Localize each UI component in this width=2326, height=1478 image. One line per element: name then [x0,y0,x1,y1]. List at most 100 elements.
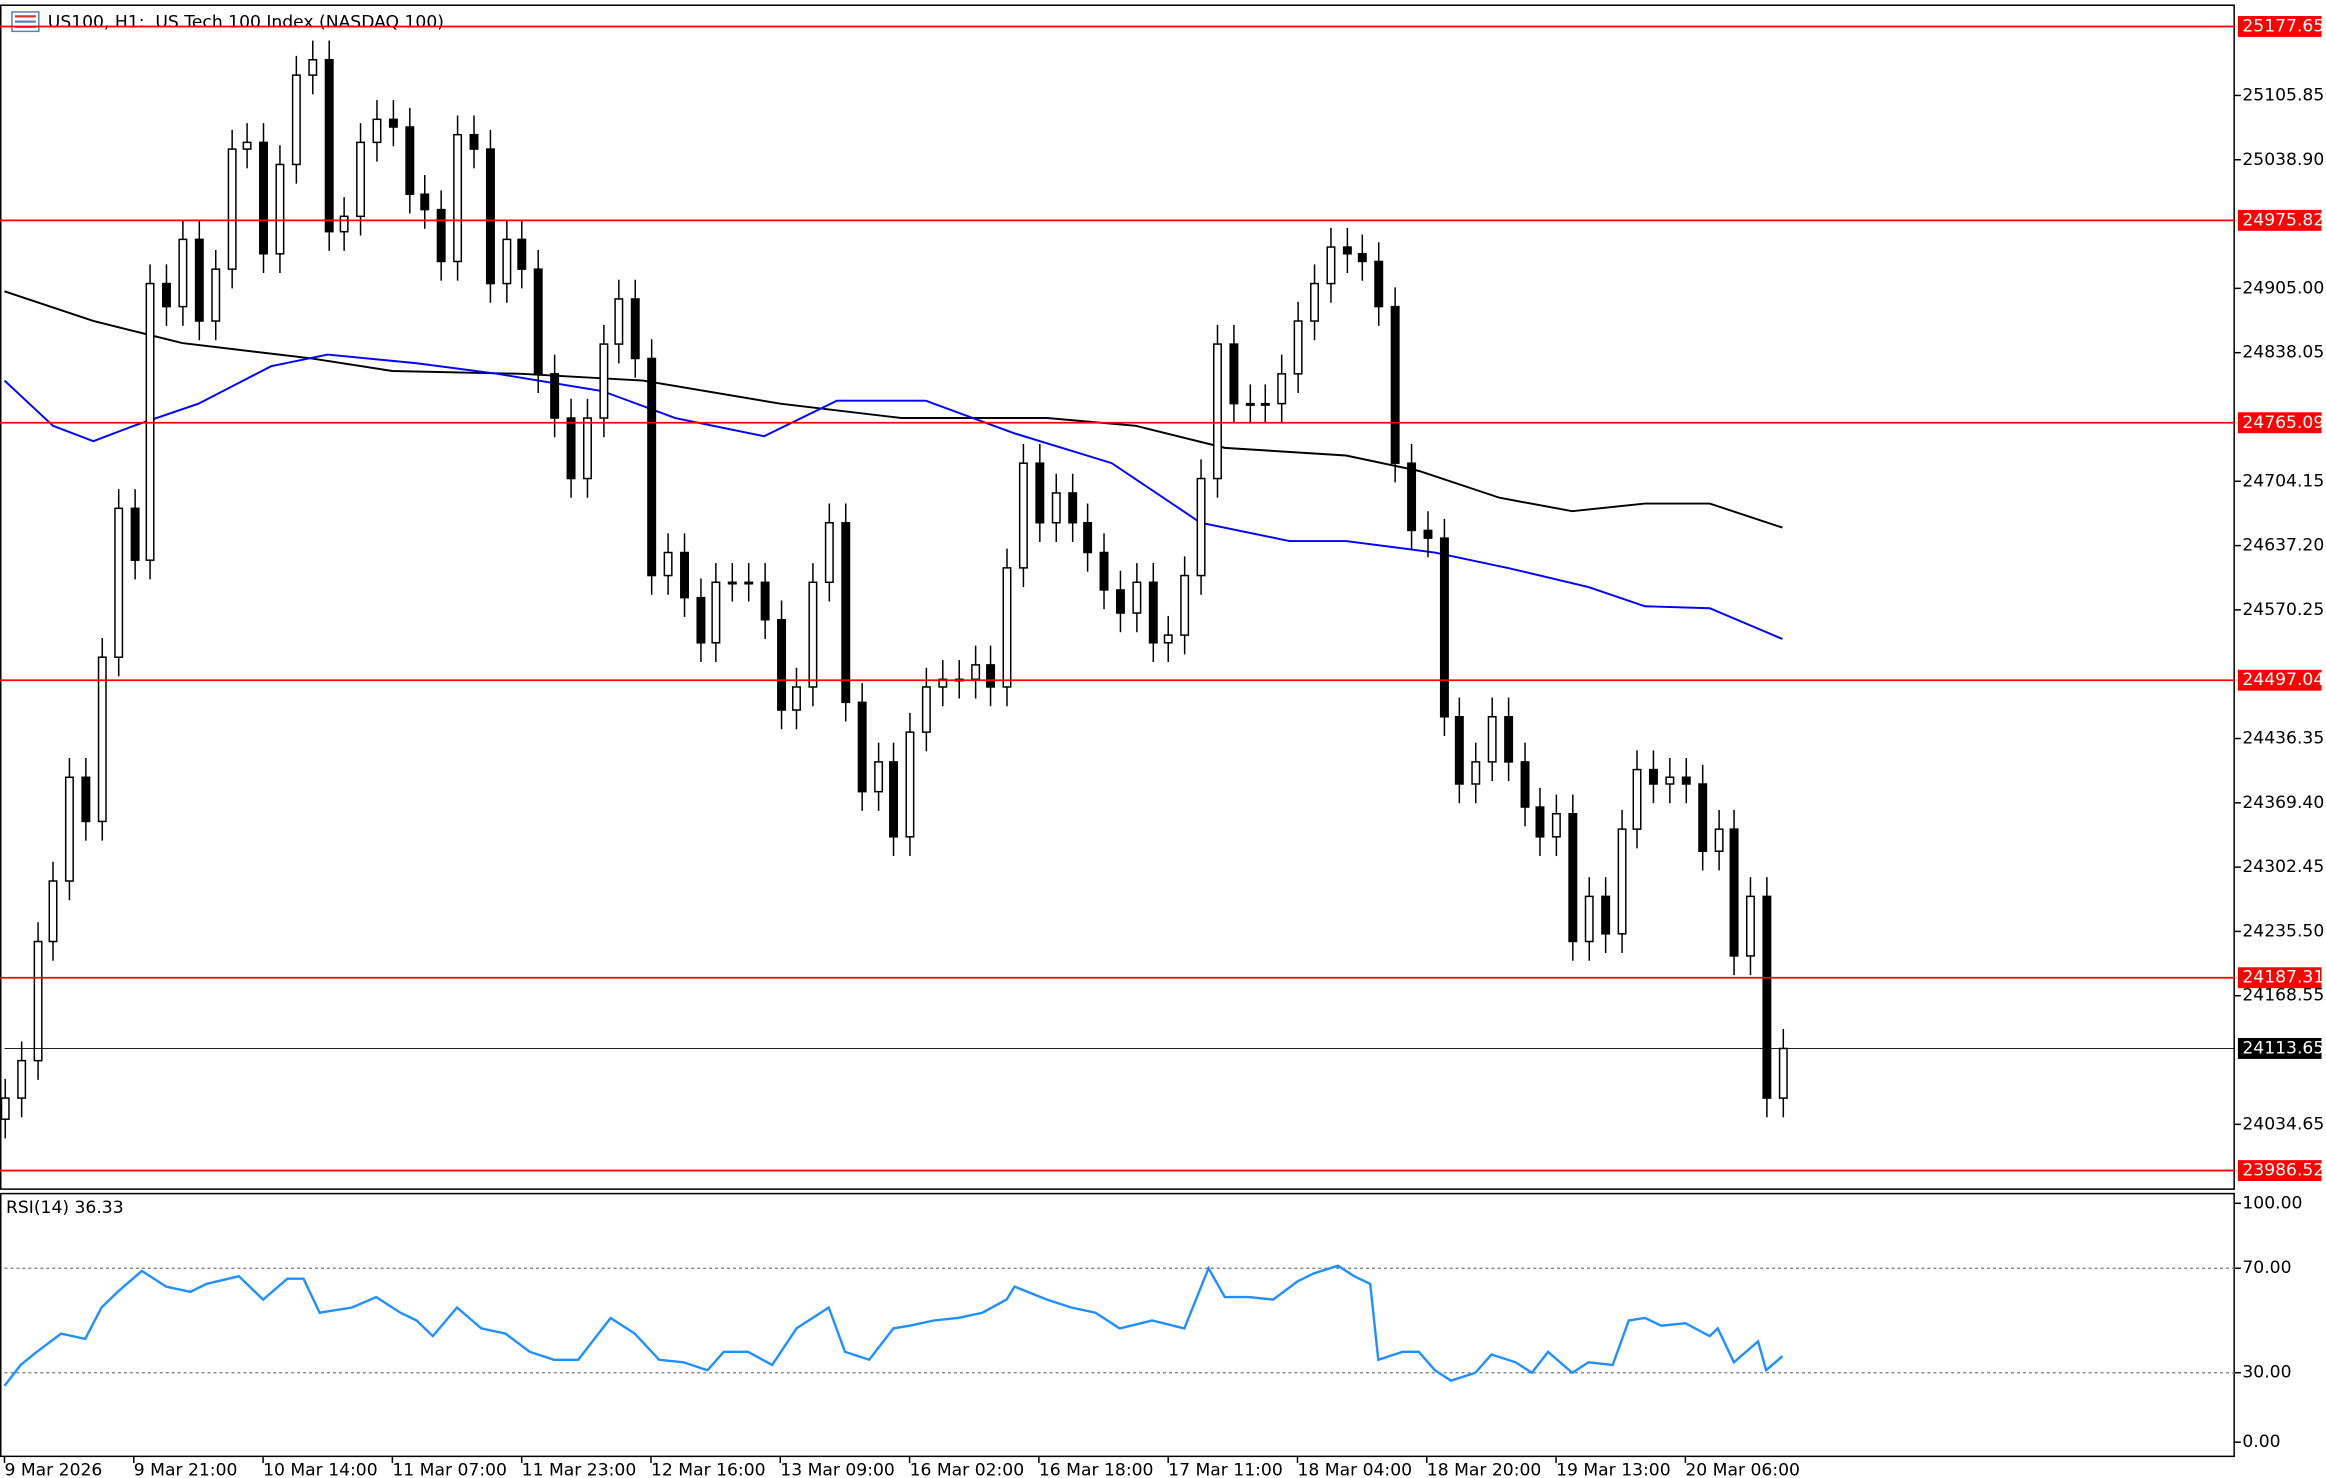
candle-body [1762,895,1772,1099]
candle-body [1778,1047,1788,1099]
candle-body [1698,783,1708,852]
y-tick-label: 30.00 [2242,1363,2291,1383]
level-box [2237,412,2322,434]
candle-body [1083,521,1093,554]
candle-body [550,373,560,419]
candle-body [1617,828,1627,935]
candle-body [1245,402,1255,406]
candle-body [420,193,430,211]
candle-body [48,880,58,943]
candle-body [1002,567,1012,688]
candle-body [1277,373,1287,405]
indicator-title: RSI(14) 36.33 [6,1198,124,1218]
candle-body [372,118,382,144]
rsi-panel-frame [0,1192,2235,1458]
candle-body [824,521,834,584]
candle-body [1681,776,1691,785]
candle-body [1632,768,1642,830]
candle-body [114,507,124,658]
level-box [2237,209,2322,231]
candle-body [1423,529,1433,539]
candle-body [1196,477,1206,577]
candle-body [711,581,721,644]
x-tick-label: 12 Mar 16:00 [651,1461,766,1478]
x-tick-label: 10 Mar 14:00 [263,1461,378,1478]
candle-body [242,141,252,150]
candle-body [1099,551,1109,591]
candle-body [1584,895,1594,943]
x-tick-label: 16 Mar 02:00 [910,1461,1025,1478]
chart-icon [11,11,40,33]
candle-body [1439,537,1449,718]
candle-body [161,282,171,308]
x-tick-label: 18 Mar 20:00 [1427,1461,1542,1478]
candle-body [744,581,754,585]
y-tick-label: 24302.45 [2242,857,2324,877]
candle-body [1504,716,1514,763]
chart-title: US100, H1: US Tech 100 Index (NASDAQ 100… [48,12,444,32]
x-tick-label: 20 Mar 06:00 [1685,1461,1800,1478]
candle-body [1520,761,1530,808]
y-tick-label: 24570.25 [2242,600,2324,620]
candle-body [1115,589,1125,614]
candle-body [857,701,867,793]
candle-body [1293,320,1303,375]
level-box [2237,967,2322,989]
candle-body [1068,492,1078,524]
candle-body [874,761,884,793]
candle-body [339,215,349,233]
candle-body [1342,246,1352,255]
candle-body [680,551,689,599]
candle-body [986,664,996,688]
level-label: 23986.52 [2242,1161,2324,1181]
candle-body [1551,813,1561,838]
x-tick-label: 11 Mar 23:00 [522,1461,637,1478]
current-price-label: 24113.65 [2242,1038,2324,1058]
candle-body [308,59,318,76]
candle-body [1132,581,1142,614]
candle-body [178,238,188,308]
y-tick-label: 24168.55 [2242,986,2324,1006]
y-tick-label: 24369.40 [2242,793,2324,813]
x-tick-label: 16 Mar 18:00 [1039,1461,1154,1478]
level-box [2237,1160,2322,1182]
candle-body [259,141,268,255]
candle-body [1407,462,1417,532]
candle-body [1213,343,1222,480]
candle-body [0,1097,10,1120]
candle-body [1745,895,1755,957]
x-tick-label: 19 Mar 13:00 [1556,1461,1671,1478]
candle-body [64,776,74,882]
candle-body [33,940,43,1062]
candle-body [469,133,479,150]
candle-body [1454,716,1464,785]
y-tick-label: 24034.65 [2242,1114,2324,1134]
candle-body [938,678,948,688]
candle-body [1260,402,1270,406]
y-tick-label: 24838.05 [2242,343,2324,363]
candle-body [760,581,770,621]
candle-body [921,686,931,733]
candle-body [1535,806,1545,838]
level-label: 25177.65 [2242,16,2324,36]
candle-body [485,148,495,285]
rsi-line [3,1264,1784,1387]
candle-body [792,686,801,711]
candle-body [630,298,640,360]
candle-body [17,1059,27,1099]
level-label: 24765.09 [2242,413,2324,433]
candle-body [647,357,657,577]
level-label: 24497.04 [2242,670,2324,690]
candle-body [1326,246,1336,285]
x-tick-label: 18 Mar 04:00 [1297,1461,1412,1478]
candle-body [599,343,609,419]
candle-body [436,208,446,263]
candle-body [696,596,706,644]
candle-body [1374,260,1384,308]
candle-body [533,268,543,375]
x-tick-label: 13 Mar 09:00 [780,1461,895,1478]
candle-body [727,581,737,585]
candle-body [517,238,527,270]
candle-body [1310,282,1320,322]
